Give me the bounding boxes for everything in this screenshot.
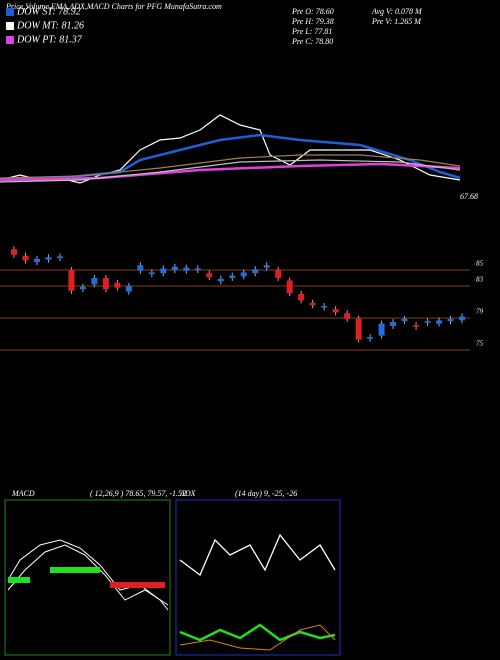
candle bbox=[206, 273, 213, 278]
candle bbox=[436, 320, 443, 324]
legend-swatch bbox=[6, 36, 14, 44]
candle bbox=[56, 256, 63, 258]
candle bbox=[114, 282, 121, 288]
candle bbox=[137, 265, 144, 271]
stat: Pre L: 77.81 bbox=[291, 27, 332, 36]
ema-mid bbox=[0, 154, 461, 179]
stat: Pre H: 79.38 bbox=[291, 17, 334, 26]
candle bbox=[286, 280, 293, 294]
candle bbox=[160, 268, 167, 274]
ema-other bbox=[0, 159, 461, 183]
candle bbox=[459, 316, 465, 321]
candle bbox=[378, 323, 385, 336]
y-tick-label: 85 bbox=[476, 260, 484, 268]
macd-params: ( 12,26,9 ) 78.65, 79.57, -1.52 bbox=[90, 489, 186, 498]
macd-frame bbox=[4, 499, 171, 656]
candle bbox=[171, 266, 178, 270]
legend-swatch bbox=[6, 22, 14, 30]
ema-long bbox=[0, 162, 461, 182]
adx-lines bbox=[179, 533, 336, 651]
macd-label: MACD bbox=[11, 489, 35, 498]
stat: Avg V: 0.078 M bbox=[371, 7, 423, 16]
adx-label: ADX bbox=[179, 489, 197, 498]
candle bbox=[309, 302, 316, 306]
candle bbox=[298, 294, 305, 301]
candle bbox=[240, 272, 247, 277]
candle bbox=[355, 318, 362, 340]
y-tick-label: 83 bbox=[476, 276, 484, 284]
candle bbox=[332, 309, 339, 313]
price-line bbox=[0, 114, 461, 184]
candle bbox=[91, 278, 98, 285]
candle bbox=[367, 337, 374, 339]
candle bbox=[194, 268, 201, 270]
legend-label: DOW PT: 81.37 bbox=[16, 34, 83, 45]
candle bbox=[275, 270, 282, 278]
candle bbox=[183, 267, 190, 271]
candle bbox=[321, 306, 328, 308]
candle bbox=[68, 270, 75, 291]
candle bbox=[79, 286, 86, 290]
y-tick-label: 79 bbox=[476, 308, 484, 316]
y-tick-label: 75 bbox=[476, 340, 484, 348]
stat: Pre C: 78.80 bbox=[291, 37, 333, 46]
candle bbox=[148, 272, 155, 274]
chart-title: Price,Volume,EMA,ADX,MACD Charts for PFG… bbox=[5, 2, 222, 11]
legend-label: DOW MT: 81.26 bbox=[16, 20, 84, 31]
candle bbox=[45, 257, 52, 260]
stat: Pre V: 1.265 M bbox=[371, 17, 422, 26]
candle bbox=[217, 278, 224, 282]
legend-swatch bbox=[6, 8, 14, 16]
ema-panel bbox=[0, 114, 461, 184]
candle bbox=[102, 278, 109, 290]
candle bbox=[413, 325, 420, 327]
candle bbox=[344, 313, 351, 319]
adx-params: (14 day) 9, -25, -26 bbox=[235, 489, 297, 498]
stat: Pre O: 78.60 bbox=[291, 7, 334, 16]
candle bbox=[22, 255, 29, 261]
macd-lines bbox=[7, 539, 169, 611]
legend-label: DOW ST: 78.92 bbox=[16, 6, 81, 17]
candle bbox=[447, 318, 454, 322]
candle bbox=[125, 286, 132, 292]
candle bbox=[390, 322, 397, 326]
candle bbox=[401, 318, 408, 322]
last-value: 67.68 bbox=[460, 192, 478, 201]
candle bbox=[229, 275, 236, 278]
candle bbox=[33, 258, 40, 262]
adx-frame bbox=[175, 499, 341, 656]
candle bbox=[11, 249, 17, 255]
candle bbox=[252, 269, 259, 274]
candle bbox=[263, 265, 270, 268]
candle bbox=[424, 321, 431, 323]
